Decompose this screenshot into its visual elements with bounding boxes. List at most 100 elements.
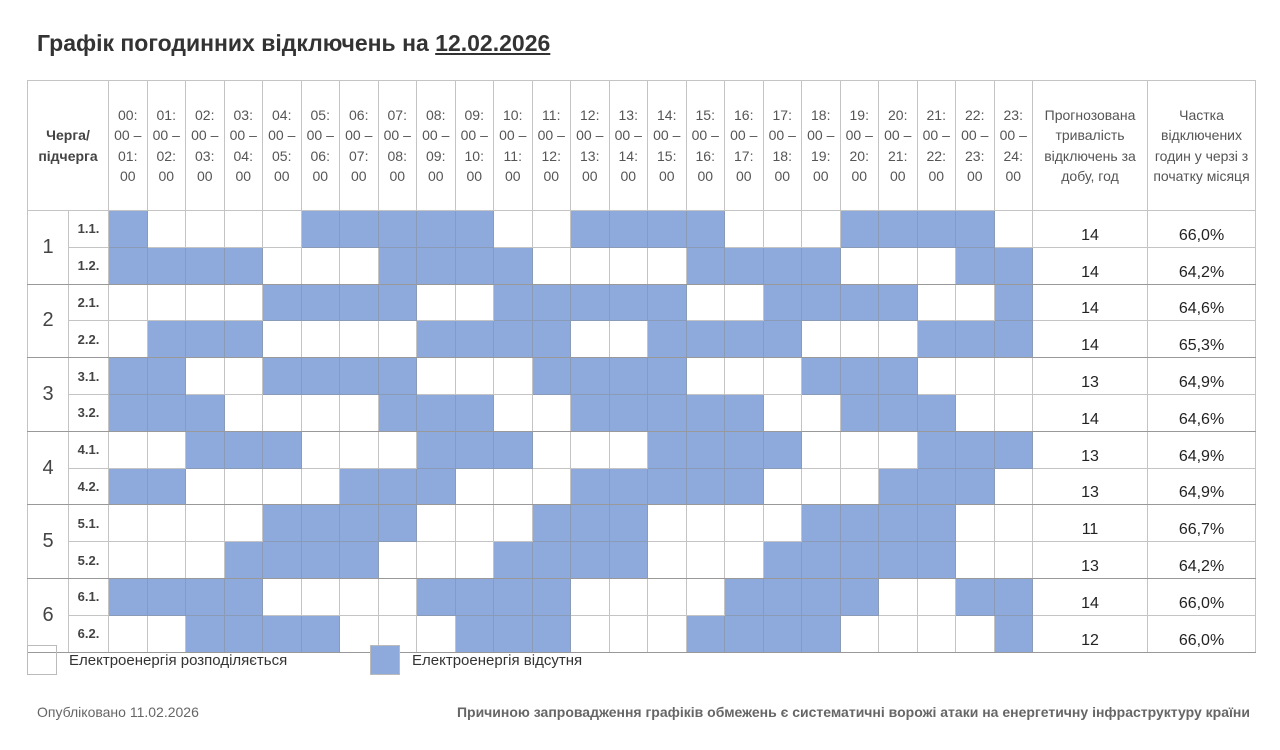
hour-cell-power <box>993 393 1033 432</box>
hour-cell-power <box>878 577 918 616</box>
hour-cell-power <box>916 614 956 653</box>
hour-cell-power <box>570 614 610 653</box>
hour-cell-outage <box>454 246 494 285</box>
hour-header: 17: 00 – 18: 00 <box>762 80 802 211</box>
hour-cell-power <box>185 357 225 395</box>
hour-cell-power <box>916 577 956 616</box>
hour-cell-power <box>223 357 263 395</box>
hour-cell-outage <box>685 320 725 359</box>
queue-header: Черга/ підчерга <box>27 80 109 211</box>
hour-cell-outage <box>300 504 340 543</box>
hour-cell-outage <box>916 467 956 506</box>
subqueue-label: 3.1. <box>68 357 109 395</box>
hour-cell-outage <box>185 614 225 653</box>
hour-cell-outage <box>108 246 148 285</box>
hour-cell-power <box>223 393 263 432</box>
table-row: 3.2. 14 64,6% <box>28 393 1256 432</box>
hour-cell-power <box>146 614 186 653</box>
hour-cell-outage <box>377 283 417 322</box>
hour-cell-outage <box>916 430 956 469</box>
hour-cell-outage <box>108 467 148 506</box>
hour-header: 19: 00 – 20: 00 <box>839 80 879 211</box>
hour-cell-power <box>185 283 225 322</box>
hour-cell-outage <box>377 467 417 506</box>
hour-cell-outage <box>377 210 417 248</box>
hour-cell-outage <box>993 430 1033 469</box>
hour-cell-outage <box>493 320 533 359</box>
hour-cell-outage <box>685 614 725 653</box>
hour-cell-outage <box>839 504 879 543</box>
hour-cell-power <box>146 504 186 543</box>
hour-cell-outage <box>339 467 379 506</box>
hour-header: 16: 00 – 17: 00 <box>724 80 764 211</box>
hour-cell-power <box>531 467 571 506</box>
hour-header: 09: 00 – 10: 00 <box>454 80 494 211</box>
hour-cell-outage <box>608 393 648 432</box>
hour-cell-outage <box>762 283 802 322</box>
hour-cell-outage <box>493 283 533 322</box>
hour-cell-outage <box>608 283 648 322</box>
hour-cell-outage <box>223 246 263 285</box>
hour-cell-outage <box>146 577 186 616</box>
hour-cell-power <box>146 210 186 248</box>
subqueue-label: 6.2. <box>68 614 109 653</box>
hour-cell-outage <box>300 614 340 653</box>
hour-cell-outage <box>493 246 533 285</box>
hour-cell-outage <box>724 246 764 285</box>
hour-cell-power <box>608 430 648 469</box>
hour-header: 01: 00 – 02: 00 <box>146 80 186 211</box>
hour-cell-outage <box>916 210 956 248</box>
hour-cell-outage <box>878 393 918 432</box>
hour-cell-outage <box>993 577 1033 616</box>
hour-cell-outage <box>493 577 533 616</box>
hour-cell-outage <box>878 541 918 579</box>
hour-cell-power <box>647 504 687 543</box>
hour-cell-outage <box>878 210 918 248</box>
table-row: 5.2. 13 64,2% <box>28 541 1256 579</box>
subqueue-label: 4.2. <box>68 467 109 506</box>
hour-cell-power <box>685 541 725 579</box>
share-percent: 64,9% <box>1147 357 1256 395</box>
hour-cell-outage <box>724 320 764 359</box>
hour-cell-power <box>570 246 610 285</box>
forecast-hours: 12 <box>1032 614 1148 653</box>
hour-cell-power <box>185 541 225 579</box>
hour-cell-power <box>608 614 648 653</box>
hour-cell-outage <box>801 246 841 285</box>
hour-cell-outage <box>493 430 533 469</box>
hour-cell-outage <box>916 504 956 543</box>
hour-cell-power <box>377 430 417 469</box>
share-percent: 64,2% <box>1147 246 1256 285</box>
outage-schedule-table: Черга/ підчерга 00: 00 – 01: 00 01: 00 – … <box>27 80 1256 653</box>
hour-cell-power <box>878 430 918 469</box>
hour-cell-power <box>993 467 1033 506</box>
hour-cell-power <box>762 467 802 506</box>
hour-cell-outage <box>416 320 456 359</box>
hour-cell-outage <box>916 541 956 579</box>
hour-header: 02: 00 – 03: 00 <box>185 80 225 211</box>
hour-cell-outage <box>185 320 225 359</box>
hour-cell-power <box>185 467 225 506</box>
hour-cell-power <box>377 320 417 359</box>
hour-cell-power <box>185 504 225 543</box>
hour-cell-outage <box>878 283 918 322</box>
hour-cell-power <box>108 283 148 322</box>
hour-cell-outage <box>608 541 648 579</box>
hour-cell-power <box>878 614 918 653</box>
queue-group-label: 2 <box>27 283 69 359</box>
hour-cell-outage <box>262 614 302 653</box>
header-row: Черга/ підчерга 00: 00 – 01: 00 01: 00 – … <box>27 80 1256 211</box>
hour-cell-power <box>454 467 494 506</box>
hour-cell-outage <box>608 467 648 506</box>
hour-cell-power <box>300 430 340 469</box>
hour-cell-power <box>839 430 879 469</box>
hour-cell-outage <box>647 393 687 432</box>
share-percent: 65,3% <box>1147 320 1256 359</box>
subqueue-label: 4.1. <box>68 430 109 469</box>
hour-cell-power <box>416 541 456 579</box>
hour-cell-outage <box>801 577 841 616</box>
hour-cell-power <box>223 210 263 248</box>
hour-cell-outage <box>724 393 764 432</box>
hour-cell-outage <box>223 577 263 616</box>
hour-cell-power <box>801 430 841 469</box>
